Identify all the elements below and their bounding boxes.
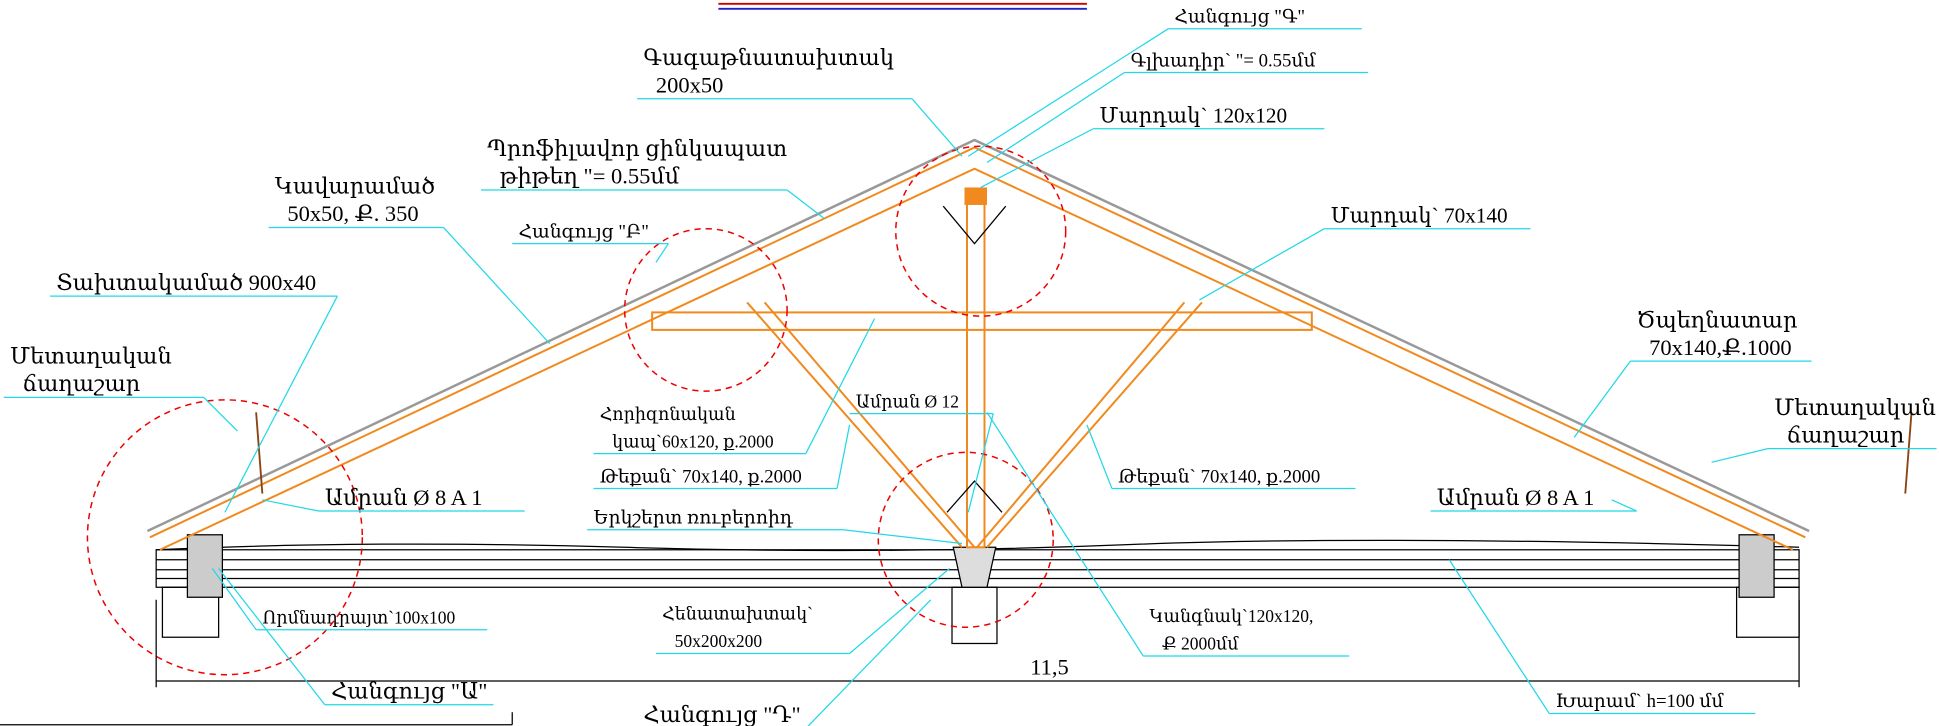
callout-text: Հորիզոնական bbox=[600, 404, 736, 424]
roof-truss-drawing: 11,5 Հանգույց "Գ" Գագաթնատախտակ 200x50 Գլխա… bbox=[0, 0, 1939, 726]
callout-text: ճաղաշար bbox=[22, 371, 140, 396]
callout-text: ճաղաշար bbox=[1787, 422, 1905, 447]
callout-text: Թեքան` 70x140, ք.2000 bbox=[600, 466, 802, 487]
leader-line bbox=[204, 397, 238, 431]
callout-text: Հանգույց "Ա" bbox=[331, 678, 487, 703]
callout-text: Ամրան Ø 8 A 1 bbox=[1437, 485, 1595, 510]
callout-text: Հանգույց "Բ" bbox=[518, 221, 648, 242]
callout-text: Խարամ` h=100 մմ bbox=[1555, 691, 1724, 712]
callout-text: Գլխադիր` "= 0.55մմ bbox=[1131, 50, 1317, 71]
callout-text: Երկշերտ ռուբերոիդ bbox=[593, 508, 793, 529]
callout-text: Մետաղական bbox=[10, 344, 172, 369]
callout-text: Գագաթնատախտակ bbox=[643, 45, 894, 70]
leader-line bbox=[444, 227, 550, 343]
callout-text: Ամրան Ø 8 A 1 bbox=[325, 485, 483, 510]
leader-line bbox=[656, 244, 668, 263]
leader-line bbox=[806, 600, 931, 726]
leader-line bbox=[1712, 449, 1768, 463]
leader-line bbox=[806, 319, 875, 454]
callout-text: Մետաղական bbox=[1774, 395, 1936, 420]
leader-line bbox=[225, 296, 337, 512]
callout-text: Հենատախտակ` bbox=[662, 604, 813, 624]
callout-text: Ամրան Ø 12 bbox=[856, 391, 959, 411]
callout-text: Թեքան` 70x140, ք.2000 bbox=[1118, 466, 1320, 487]
callout-text: Կանգնակ`120x120, bbox=[1149, 606, 1313, 626]
callout-text: 200x50 bbox=[656, 73, 723, 98]
leader-line bbox=[1612, 500, 1637, 511]
callout-text: 50x50, Ք. 350 bbox=[287, 201, 418, 226]
leader-line bbox=[219, 569, 325, 705]
leader-line bbox=[968, 29, 1168, 156]
leader-line bbox=[787, 190, 824, 219]
callout-text: Տախտակամած 900x40 bbox=[56, 270, 316, 295]
callout-text: կապ`60x120, ք.2000 bbox=[612, 431, 774, 451]
leader-line bbox=[912, 99, 962, 156]
dimension-label: 11,5 bbox=[1030, 655, 1069, 680]
callout-text: թիթեղ "= 0.55մմ bbox=[500, 164, 680, 189]
leader-line bbox=[843, 530, 962, 544]
callout-text: Պրոֆիլավոր ցինկապատ bbox=[487, 136, 787, 161]
callout-text: Ք 2000մմ bbox=[1162, 634, 1239, 654]
callout-text: Կավարամած bbox=[275, 174, 435, 199]
callout-text: 50x200x200 bbox=[675, 631, 763, 651]
leader-line bbox=[837, 425, 849, 489]
leader-line bbox=[1449, 560, 1549, 714]
callout-text: Որմնադրայտ`100x100 bbox=[262, 607, 455, 627]
callout-text: Մարդակ` 70x140 bbox=[1331, 203, 1508, 227]
leader-line bbox=[987, 412, 1143, 656]
leader-line bbox=[1087, 425, 1112, 489]
leader-line bbox=[1199, 229, 1324, 300]
callout-text: 70x140,Ք.1000 bbox=[1649, 335, 1792, 360]
callout-text: Մարդակ` 120x120 bbox=[1099, 103, 1287, 127]
leader-line bbox=[850, 569, 950, 654]
callout-text: Հանգույց "Դ" bbox=[643, 702, 800, 726]
leader-line bbox=[262, 500, 318, 511]
callout-text: Ծպեղնատար bbox=[1637, 307, 1798, 332]
callout-text: Հանգույց "Գ" bbox=[1174, 7, 1305, 28]
leader-line bbox=[1574, 361, 1630, 437]
